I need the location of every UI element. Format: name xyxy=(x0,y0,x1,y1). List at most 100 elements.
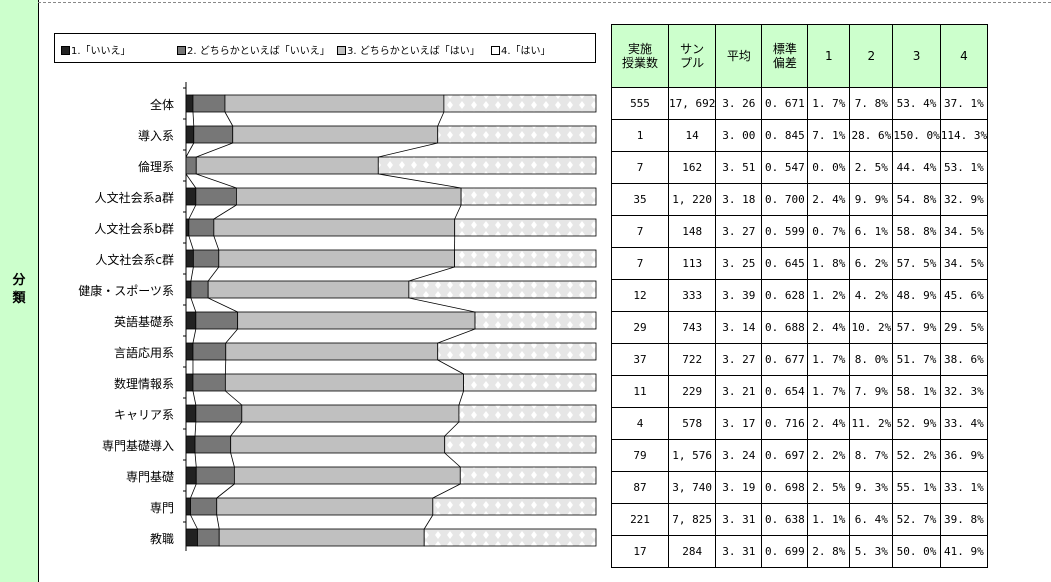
table-cell: 48. 9% xyxy=(892,279,941,312)
table-cell: 9. 9% xyxy=(849,183,894,216)
bar-segment-9-1 xyxy=(185,342,194,361)
bar-segment-14-1 xyxy=(185,497,191,516)
series-line-3-1 xyxy=(185,173,197,189)
bar-segment-12-2 xyxy=(194,435,232,454)
table-cell: 2. 5% xyxy=(807,471,851,504)
table-cell: 0. 698 xyxy=(761,471,809,504)
table-cell: 3. 51 xyxy=(715,151,763,184)
table-header-7: 3 xyxy=(892,24,941,88)
bar-segment-8-3 xyxy=(237,311,476,330)
series-line-3-3 xyxy=(378,173,462,189)
category-label-9: 言語応用系 xyxy=(113,346,174,360)
table-cell: 3. 21 xyxy=(715,375,763,408)
table-cell: 3. 17 xyxy=(715,407,763,440)
table-cell: 54. 8% xyxy=(892,183,941,216)
table-cell: 28. 6% xyxy=(849,119,894,152)
table-cell: 1, 576 xyxy=(667,439,717,472)
bar-segment-1-1 xyxy=(185,94,194,113)
table-cell: 6. 4% xyxy=(849,503,894,536)
table-cell: 6. 2% xyxy=(849,247,894,280)
table-cell: 3. 26 xyxy=(715,87,763,120)
series-line-8-3 xyxy=(437,328,476,344)
bar-segment-8-4 xyxy=(474,311,597,330)
table-cell: 55. 1% xyxy=(892,471,941,504)
series-line-13-3 xyxy=(432,483,461,499)
table-cell: 51. 7% xyxy=(892,343,941,376)
series-line-1-3 xyxy=(437,111,445,127)
table-cell: 58. 8% xyxy=(892,215,941,248)
series-line-10-3 xyxy=(458,390,464,406)
bar-segment-2-1 xyxy=(185,125,195,144)
series-line-9-3 xyxy=(437,359,464,375)
table-cell: 17 xyxy=(611,535,669,568)
series-line-5-1 xyxy=(188,235,194,251)
series-line-10-2 xyxy=(225,390,243,406)
table-cell: 114. 3% xyxy=(939,119,989,152)
series-line-13-1 xyxy=(190,483,197,499)
bar-segment-10-1 xyxy=(185,373,194,392)
table-cell: 7 xyxy=(611,215,669,248)
table-cell: 2. 2% xyxy=(807,439,851,472)
table-cell: 2. 4% xyxy=(807,183,851,216)
table-cell: 53. 1% xyxy=(939,151,989,184)
table-cell: 0. 699 xyxy=(761,535,809,568)
table-row: 7 148 3. 27 0. 599 0. 7% 6. 1% 58. 8% 34. 5% xyxy=(611,215,989,248)
bar-segment-15-1 xyxy=(185,528,198,547)
category-label-3: 倫理系 xyxy=(137,160,174,174)
table-cell: 35 xyxy=(611,183,669,216)
table-cell: 17, 692 xyxy=(667,87,717,120)
table-cell: 284 xyxy=(667,535,717,568)
table-row: 1 14 3. 00 0. 845 7. 1% 28. 6% 150. 0% 114. 3% xyxy=(611,119,989,152)
table-cell: 1, 220 xyxy=(667,183,717,216)
table-cell: 555 xyxy=(611,87,669,120)
category-label-7: 健康・スポーツ系 xyxy=(78,284,174,298)
series-line-1-2 xyxy=(224,111,234,127)
bar-segment-3-4 xyxy=(377,156,597,175)
bar-segment-5-4 xyxy=(454,218,597,237)
legend-label-4: 4.「はい」 xyxy=(501,46,551,57)
bar-segment-2-4 xyxy=(437,125,597,144)
table-cell: 229 xyxy=(667,375,717,408)
table-cell: 3. 27 xyxy=(715,343,763,376)
legend-item-3: 3. どちらかといえば「はい」 xyxy=(337,42,480,57)
series-line-14-2 xyxy=(216,514,220,530)
legend-item-2: 2. どちらかといえば「いいえ」 xyxy=(177,42,330,57)
table-cell: 7. 1% xyxy=(807,119,851,152)
table-cell: 4 xyxy=(611,407,669,440)
series-line-11-3 xyxy=(444,421,460,437)
table-cell: 37. 1% xyxy=(939,87,989,120)
table-cell: 29. 5% xyxy=(939,311,989,344)
bar-segment-15-2 xyxy=(197,528,220,547)
legend-item-1: 1.「いいえ」 xyxy=(61,42,131,57)
table-cell: 4. 2% xyxy=(849,279,894,312)
bar-segment-14-2 xyxy=(190,497,218,516)
series-line-4-2 xyxy=(213,204,237,220)
table-cell: 3. 31 xyxy=(715,503,763,536)
bar-segment-7-2 xyxy=(190,280,209,299)
series-line-8-1 xyxy=(192,328,197,344)
table-cell: 2. 5% xyxy=(849,151,894,184)
bar-segment-6-4 xyxy=(454,249,597,268)
legend-swatch-1 xyxy=(61,46,70,55)
bar-segment-1-4 xyxy=(443,94,597,113)
bar-segment-3-2 xyxy=(185,156,197,175)
table-cell: 34. 5% xyxy=(939,215,989,248)
category-label-1: 全体 xyxy=(149,98,174,112)
table-cell: 148 xyxy=(667,215,717,248)
bar-segment-2-2 xyxy=(193,125,234,144)
bar-segment-14-4 xyxy=(432,497,597,516)
table-cell: 2. 4% xyxy=(807,407,851,440)
bar-segment-5-2 xyxy=(188,218,215,237)
series-line-2-2 xyxy=(196,142,233,158)
bar-segment-7-3 xyxy=(207,280,410,299)
table-cell: 113 xyxy=(667,247,717,280)
table-cell: 0. 0% xyxy=(807,151,851,184)
chart-legend: 1.「いいえ」 2. どちらかといえば「いいえ」 3. どちらかといえば「はい」 4.… xyxy=(54,33,596,63)
table-cell: 578 xyxy=(667,407,717,440)
category-label-10: 数理情報系 xyxy=(113,377,174,391)
table-cell: 6. 1% xyxy=(849,215,894,248)
category-label-8: 英語基礎系 xyxy=(113,315,174,329)
bar-segment-8-2 xyxy=(195,311,239,330)
table-cell: 3. 18 xyxy=(715,183,763,216)
table-cell: 79 xyxy=(611,439,669,472)
